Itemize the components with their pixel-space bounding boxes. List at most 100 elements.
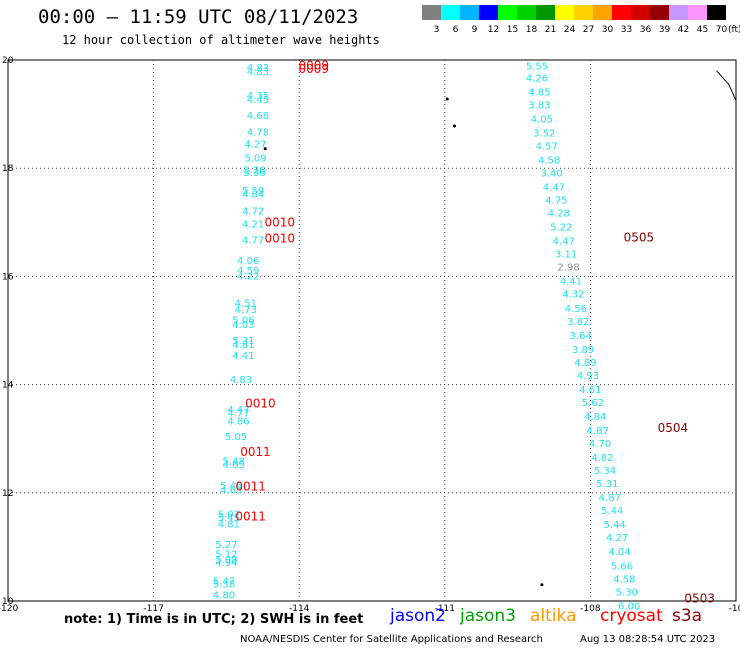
swh-label-east: 4.93	[577, 371, 599, 382]
colorbar-swatch	[517, 5, 536, 20]
swh-label-west: 5.08	[215, 555, 237, 566]
time-label: 0010	[245, 397, 276, 411]
colorbar-swatch	[631, 5, 650, 20]
swh-label-east: 6.00	[618, 601, 640, 612]
swh-label-east: 3.40	[540, 169, 562, 180]
lat-tick-label: 12	[2, 489, 13, 499]
time-label: 0505	[624, 230, 655, 244]
colorbar-label: 6	[453, 25, 459, 35]
swh-label-west: 4.80	[213, 591, 235, 602]
swh-label-west: 4.45	[247, 95, 269, 106]
colorbar-swatch	[688, 5, 707, 20]
colorbar-swatch	[574, 5, 593, 20]
time-label: 0010	[265, 232, 296, 246]
footer-center-text: NOAA/NESDIS Center for Satellite Applica…	[240, 634, 543, 645]
colorbar-label: 27	[583, 25, 594, 35]
colorbar-swatch	[460, 5, 479, 20]
swh-label-west: 4.21	[242, 219, 264, 230]
subtitle: 12 hour collection of altimeter wave hei…	[62, 33, 380, 47]
title: 00:00 — 11:59 UTC 08/11/2023	[38, 6, 359, 28]
swh-label-west: 5.45	[218, 513, 240, 524]
swh-label-west: 4.59	[237, 266, 259, 277]
swh-label-east: 4.05	[531, 114, 553, 125]
swh-label-west: 4.65	[223, 460, 245, 471]
swh-label-east: 5.62	[582, 398, 604, 409]
altimeter-map: -120-117-114-111-108-102018161412104.834…	[0, 56, 740, 612]
lat-tick-label: 10	[2, 597, 14, 607]
colorbar-label: 70	[716, 25, 728, 35]
swh-label-west: 5.38	[213, 580, 235, 591]
time-label: 0010	[265, 215, 296, 229]
swh-label-west: 4.06	[237, 256, 259, 267]
swh-label-east: 4.57	[536, 141, 558, 152]
time-label: 0504	[658, 421, 689, 435]
swh-label-east: 4.58	[538, 156, 560, 167]
swh-label-west: 5.09	[244, 153, 266, 164]
colorbar-swatch	[707, 5, 726, 20]
lon-tick-label: -114	[289, 604, 310, 612]
colorbar-swatch	[612, 5, 631, 20]
swh-label-west: 4.81	[218, 520, 240, 531]
colorbar-label: 15	[507, 25, 518, 35]
colorbar-label: 9	[472, 25, 478, 35]
colorbar-label: 12	[488, 25, 499, 35]
swh-label-west: 4.72	[242, 206, 264, 217]
swh-label-west: 4.47	[227, 405, 249, 416]
swh-label-west: 4.27	[244, 139, 266, 150]
swh-label-east: 4.61	[579, 385, 601, 396]
swh-label-east: 3.89	[572, 345, 594, 356]
swh-label-east: 4.28	[548, 209, 570, 220]
colorbar-label: 33	[621, 25, 632, 35]
island-marker	[445, 97, 449, 101]
colorbar-swatch	[669, 5, 688, 20]
swh-label-east: 3.64	[570, 331, 592, 342]
swh-label-east: 4.47	[553, 237, 575, 248]
swh-label-west: 4.41	[232, 351, 254, 362]
swh-label-west: 5.46	[220, 481, 242, 492]
swh-label-east: 4.75	[545, 196, 567, 207]
swh-label-west: 4.77	[227, 409, 249, 420]
swh-label-east: 4.47	[543, 183, 565, 194]
lat-tick-label: 18	[2, 164, 14, 174]
colorbar-label: 21	[545, 25, 556, 35]
swh-label-east: 3.82	[567, 317, 589, 328]
swh-label-west: 4.77	[242, 236, 264, 247]
time-label: 0503	[684, 591, 715, 605]
time-label: 0011	[240, 445, 271, 459]
colorbar-swatch	[422, 5, 441, 20]
swh-label-east: 4.56	[565, 304, 587, 315]
swh-label-west: 4.63	[220, 486, 242, 497]
lon-tick-label: -120	[0, 604, 18, 612]
swh-label-east: 3.11	[555, 250, 577, 261]
swh-label-east: 4.87	[599, 493, 621, 504]
legend-cryosat: cryosat	[600, 606, 663, 626]
lat-tick-label: 14	[2, 381, 14, 391]
swh-label-west: 4.51	[235, 298, 257, 309]
colorbar-label: 39	[659, 25, 671, 35]
swh-label-west: 4.83	[230, 375, 252, 386]
lon-tick-label: -10	[729, 604, 740, 612]
colorbar-swatch	[536, 5, 555, 20]
legend-altika: altika	[530, 606, 577, 626]
colorbar-swatch	[498, 5, 517, 20]
swh-label-east: 4.26	[526, 73, 548, 84]
colorbar-swatch	[555, 5, 574, 20]
swh-label-west: 4.81	[232, 340, 254, 351]
swh-label-east: 2.98	[557, 263, 579, 274]
swh-label-east: 5.55	[526, 61, 548, 72]
swh-label-west: 5.12	[215, 549, 237, 560]
swh-label-east: 4.89	[574, 358, 596, 369]
lat-tick-label: 20	[2, 56, 14, 66]
lon-tick-label: -111	[435, 604, 455, 612]
swh-label-east: 4.85	[528, 87, 550, 98]
island-marker	[263, 147, 267, 151]
swh-label-east: 4.58	[613, 574, 635, 585]
swh-label-west: 5.05	[225, 432, 247, 443]
swh-label-east: 5.30	[616, 587, 638, 598]
colorbar-label: 36	[640, 25, 652, 35]
swh-label-east: 3.52	[533, 128, 555, 139]
colorbar-swatch	[479, 5, 498, 20]
swh-label-east: 4.87	[587, 426, 609, 437]
swh-label-west: 5.59	[242, 186, 264, 197]
swh-label-west: 4.68	[247, 111, 269, 122]
